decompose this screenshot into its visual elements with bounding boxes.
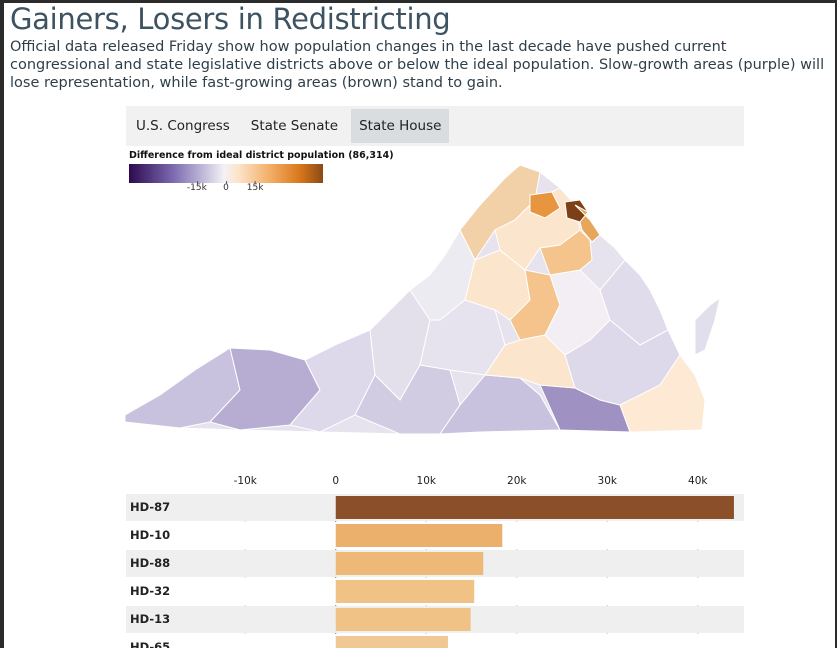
category-label: HD-10 bbox=[130, 528, 170, 542]
page-title: Gainers, Losers in Redistricting bbox=[10, 2, 451, 36]
category-label: HD-65 bbox=[130, 640, 170, 648]
x-tick-label: 0 bbox=[332, 475, 339, 487]
tab-state-senate[interactable]: State Senate bbox=[250, 118, 339, 134]
legend-color-scale bbox=[129, 164, 323, 183]
district-map bbox=[124, 164, 720, 435]
left-border bbox=[0, 0, 4, 648]
x-tick-label: 20k bbox=[507, 475, 527, 487]
district-shape bbox=[539, 229, 593, 276]
page-description: Official data released Friday show how p… bbox=[10, 39, 825, 91]
legend-ticks: -15k 0 15k bbox=[129, 181, 323, 199]
bar[interactable] bbox=[335, 636, 448, 648]
bar[interactable] bbox=[335, 552, 484, 575]
right-border bbox=[835, 0, 837, 648]
district-shape bbox=[574, 204, 601, 243]
district-shape bbox=[529, 191, 561, 219]
legend-tick-label: 0 bbox=[223, 181, 229, 193]
bar[interactable] bbox=[335, 580, 475, 603]
bar[interactable] bbox=[335, 524, 503, 547]
x-tick-label: 40k bbox=[688, 475, 708, 487]
bar-rows: HD-87 HD-10 HD-88 HD-32 HD-13 HD-65 bbox=[126, 494, 744, 648]
category-label: HD-13 bbox=[130, 612, 170, 626]
legend-tick-label: 15k bbox=[246, 181, 264, 193]
x-tick-label: 10k bbox=[417, 475, 437, 487]
chamber-tab-bar: U.S. Congress State Senate State House bbox=[126, 106, 744, 146]
bar[interactable] bbox=[335, 608, 471, 631]
district-shape bbox=[619, 354, 706, 433]
tab-us-congress[interactable]: U.S. Congress bbox=[136, 118, 230, 134]
legend-title: Difference from ideal district populatio… bbox=[129, 150, 394, 161]
legend-tick-label: -15k bbox=[186, 181, 207, 193]
tab-state-house[interactable]: State House bbox=[351, 109, 450, 143]
district-bar-chart: -10k 0 10k 20k 30k 40k HD-87HD-10HD-88HD-32HD… bbox=[126, 475, 744, 648]
bar[interactable] bbox=[335, 496, 734, 519]
top-border bbox=[0, 0, 837, 3]
category-label: HD-88 bbox=[130, 556, 170, 570]
x-tick-label: -10k bbox=[234, 475, 258, 487]
category-label: HD-32 bbox=[130, 584, 170, 598]
x-tick-label: 30k bbox=[598, 475, 618, 487]
district-shape bbox=[694, 297, 720, 356]
category-label: HD-87 bbox=[130, 500, 170, 514]
